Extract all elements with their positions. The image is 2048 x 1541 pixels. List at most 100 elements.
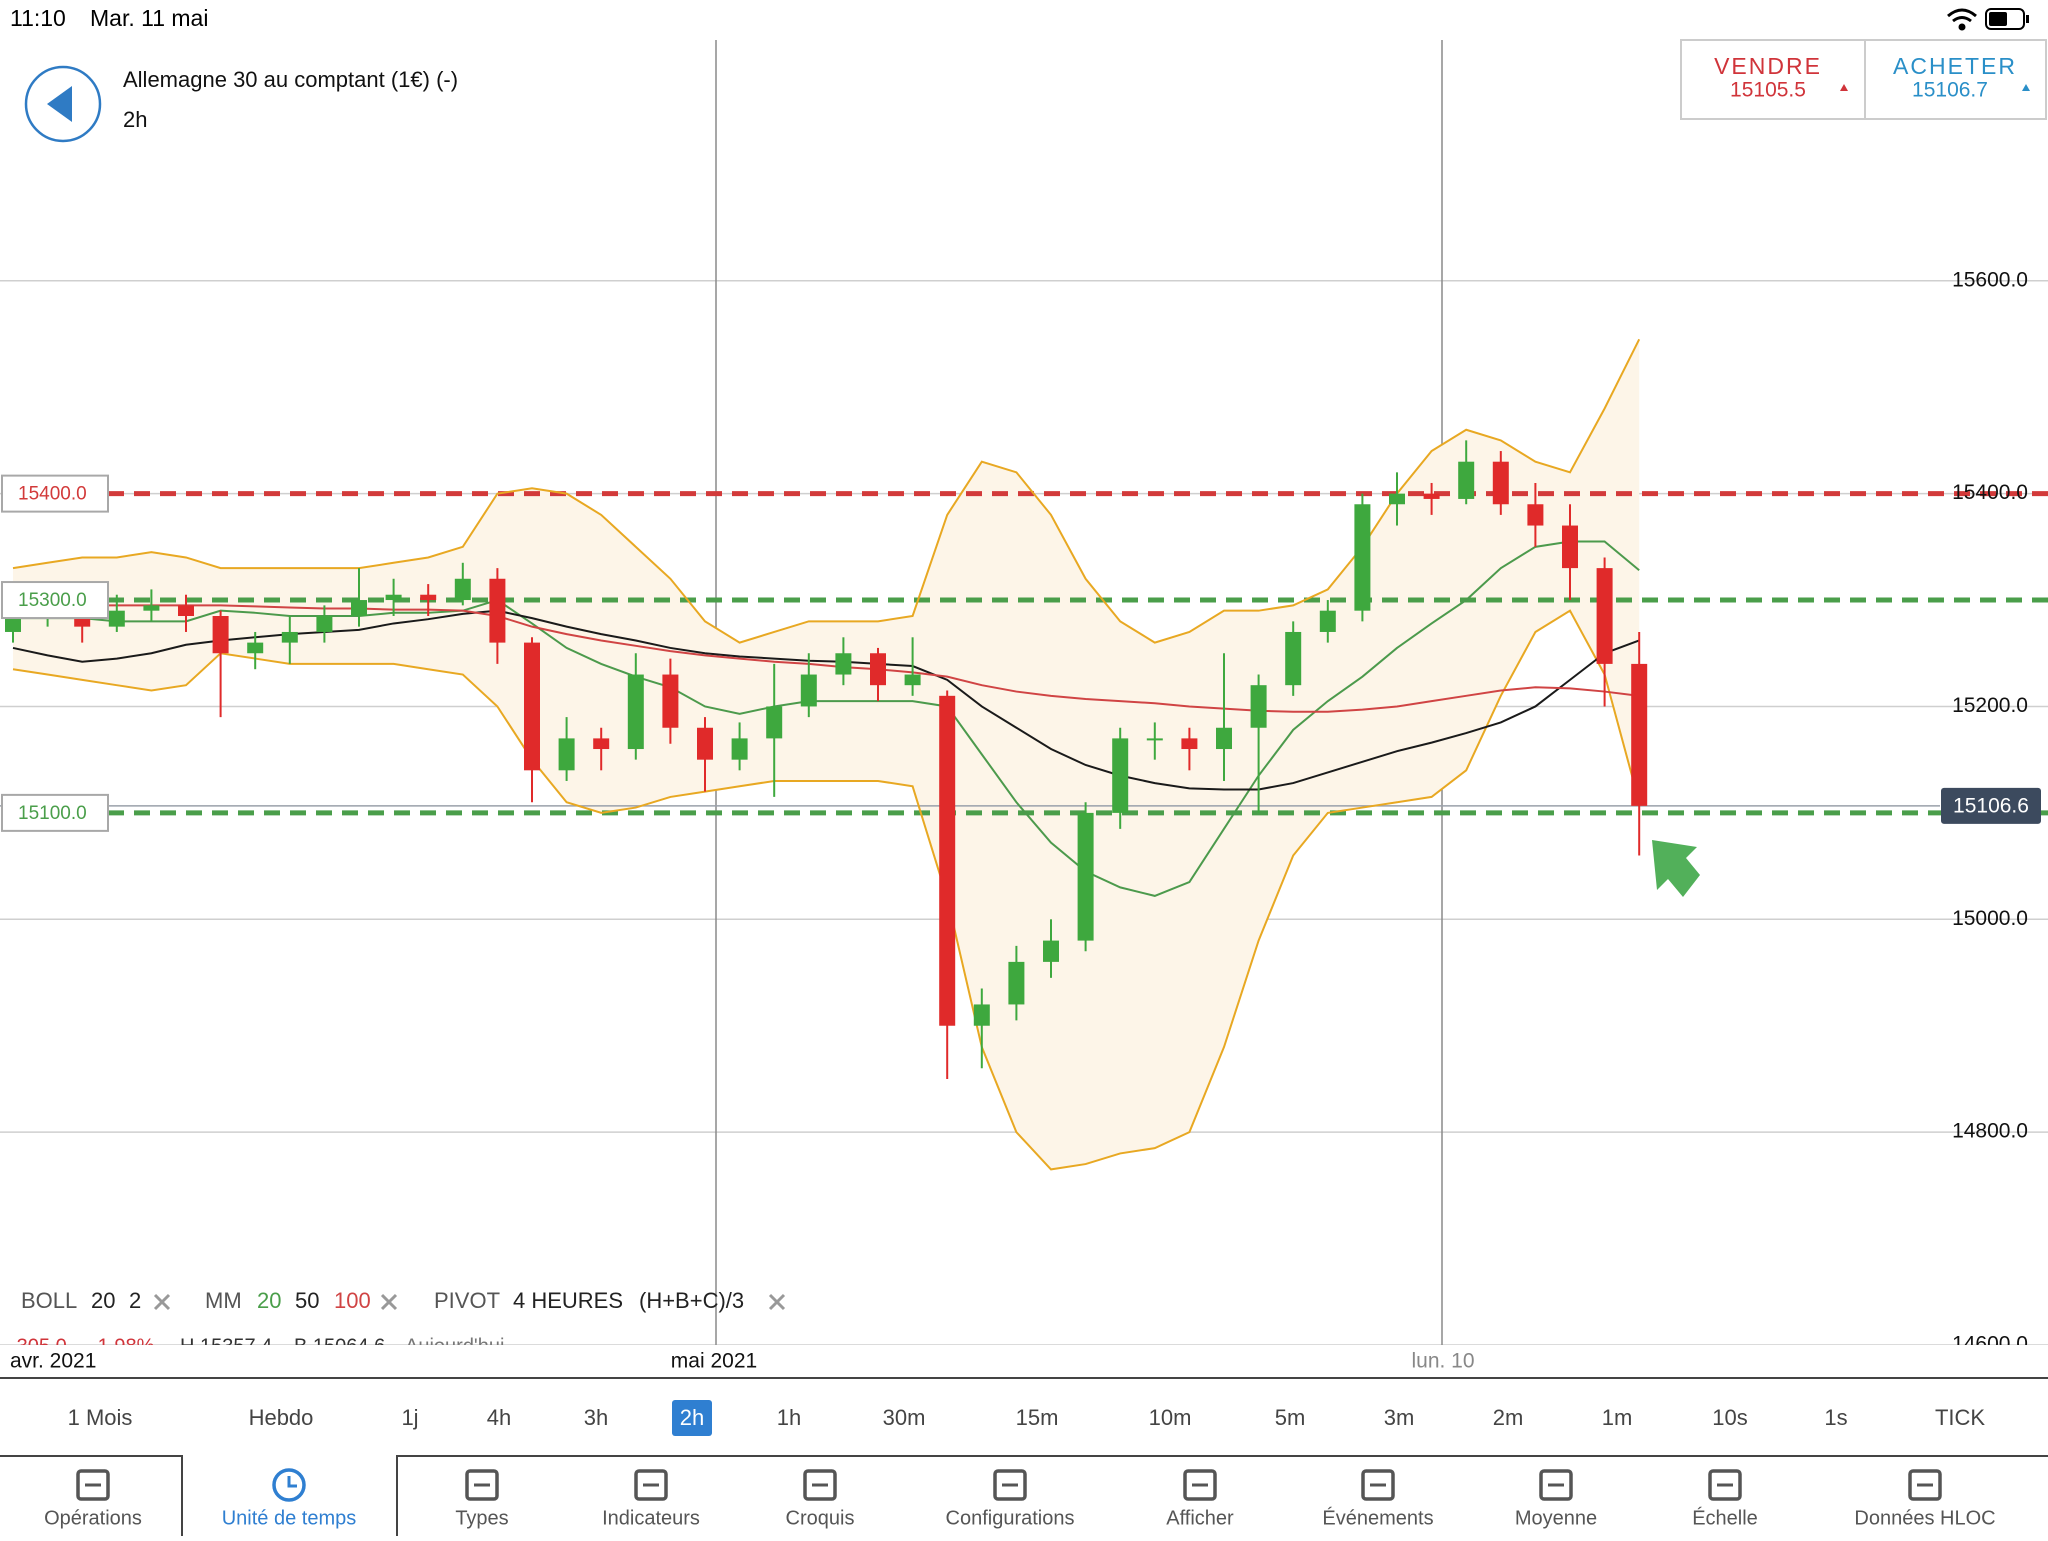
toolbar-button[interactable]: Données HLOC bbox=[1854, 1469, 1996, 1529]
candle-body bbox=[316, 616, 333, 632]
tab-cover bbox=[183, 1455, 396, 1459]
timeframe-label: 10m bbox=[1149, 1405, 1192, 1430]
candle-body bbox=[1250, 685, 1267, 728]
toolbar-button[interactable]: Échelle bbox=[1692, 1469, 1758, 1529]
toolbar-button[interactable]: Configurations bbox=[946, 1469, 1075, 1529]
sell-label: VENDRE bbox=[1714, 53, 1822, 79]
timeframe-label: 15m bbox=[1016, 1405, 1059, 1430]
toolbar-icon bbox=[272, 1468, 306, 1502]
candle-body bbox=[212, 616, 229, 654]
timeframe-label: 2h bbox=[680, 1405, 704, 1430]
wifi-icon bbox=[1947, 8, 1977, 31]
y-tick-label: 14600.0 bbox=[1952, 1333, 2028, 1356]
timeframe-button[interactable]: 10s bbox=[1712, 1405, 1747, 1430]
timeframe-button[interactable]: TICK bbox=[1935, 1405, 1985, 1430]
x-axis-label: mai 2021 bbox=[671, 1350, 757, 1373]
timeframe-button[interactable]: 5m bbox=[1275, 1405, 1306, 1430]
candle-body bbox=[835, 653, 852, 675]
candle-body bbox=[1562, 525, 1578, 569]
timeframe-button[interactable]: 2h bbox=[672, 1400, 712, 1436]
timeframe-button[interactable]: 1m bbox=[1602, 1405, 1633, 1430]
remove-indicator[interactable] bbox=[153, 1293, 171, 1311]
toolbar-label: Types bbox=[455, 1507, 508, 1529]
timeframe-label: TICK bbox=[1935, 1405, 1985, 1430]
indicator-legend: 20 bbox=[91, 1288, 115, 1313]
candle-body bbox=[143, 605, 160, 611]
back-button[interactable] bbox=[24, 65, 102, 143]
candle-body bbox=[697, 727, 713, 760]
indicator-legend: 100 bbox=[334, 1288, 371, 1313]
y-tick-label: 15200.0 bbox=[1952, 694, 2028, 717]
candle-body bbox=[1492, 461, 1509, 505]
toolbar-icon bbox=[1361, 1469, 1395, 1501]
timeframe-button[interactable]: Hebdo bbox=[249, 1405, 314, 1430]
buy-button[interactable]: ACHETER 15106.7 bbox=[1893, 53, 2030, 102]
toolbar-label: Moyenne bbox=[1515, 1507, 1597, 1529]
toolbar-icon bbox=[1708, 1469, 1742, 1501]
buy-price: 15106.7 bbox=[1912, 79, 1988, 102]
toolbar-button[interactable]: Types bbox=[455, 1469, 509, 1529]
chart: 15400.0 15300.0 15100.0 14600.0 14800.0 15000… bbox=[0, 40, 2048, 1357]
candle-body bbox=[1008, 961, 1025, 1005]
timeframe-button[interactable]: 3h bbox=[584, 1405, 608, 1430]
toolbar-button[interactable]: Croquis bbox=[786, 1469, 855, 1529]
y-tick-label: 14800.0 bbox=[1952, 1120, 2028, 1143]
toolbar-button[interactable]: Unité de temps bbox=[181, 1455, 398, 1536]
candle-body bbox=[731, 738, 748, 760]
timeframe-label: 5m bbox=[1275, 1405, 1306, 1430]
remove-indicator[interactable] bbox=[380, 1293, 398, 1311]
timeframe-label: 4h bbox=[487, 1405, 511, 1430]
timeframe-button[interactable]: 15m bbox=[1016, 1405, 1059, 1430]
toolbar-button[interactable]: Afficher bbox=[1166, 1469, 1234, 1529]
toolbar-label: Configurations bbox=[946, 1507, 1075, 1529]
candle-body bbox=[870, 653, 886, 686]
timeframe-button[interactable]: 2m bbox=[1493, 1405, 1524, 1430]
timeframe-bar: 1 Mois Hebdo 1j 4h 3h 2h 1h 30m 15m 10m 5m 3m 2m 1m 10… bbox=[68, 1400, 1985, 1436]
toolbar-label: Événements bbox=[1322, 1506, 1433, 1529]
timeframe-button[interactable]: 4h bbox=[487, 1405, 511, 1430]
stat: B 15064.6 bbox=[294, 1335, 385, 1357]
toolbar-button[interactable]: Indicateurs bbox=[602, 1469, 700, 1529]
toolbar-icon bbox=[1539, 1469, 1573, 1501]
candle-body bbox=[1527, 504, 1544, 526]
toolbar-button[interactable]: Événements bbox=[1322, 1469, 1434, 1529]
candle-body bbox=[1354, 504, 1371, 611]
toolbar-label: Échelle bbox=[1692, 1506, 1758, 1529]
level-label-box bbox=[1, 793, 109, 832]
toolbar-button[interactable]: Moyenne bbox=[1515, 1469, 1597, 1529]
timeframe-label: 1m bbox=[1602, 1405, 1633, 1430]
sell-button[interactable]: VENDRE 15105.5 bbox=[1714, 53, 1848, 102]
toolbar-icon bbox=[634, 1469, 668, 1501]
timeframe-button[interactable]: 1s bbox=[1824, 1405, 1847, 1430]
level-label: 15300.0 bbox=[18, 590, 87, 611]
timeframe-button[interactable]: 1j bbox=[401, 1405, 418, 1430]
timeframe-button[interactable]: 1h bbox=[777, 1405, 801, 1430]
battery-icon bbox=[1985, 8, 2029, 30]
candle-body bbox=[1285, 631, 1302, 686]
candle-body bbox=[1631, 663, 1648, 806]
candle-body bbox=[904, 674, 921, 686]
remove-indicator[interactable] bbox=[768, 1293, 786, 1311]
stat: H 15357.4 bbox=[180, 1335, 272, 1357]
toolbar: Opérations Unité de temps Types Indicateurs… bbox=[44, 1455, 1996, 1536]
toolbar-icon bbox=[1908, 1469, 1942, 1501]
x-stroke bbox=[380, 1293, 398, 1311]
timeframe-button[interactable]: 10m bbox=[1149, 1405, 1192, 1430]
timeframe-label: 1s bbox=[1824, 1405, 1847, 1430]
candle-body bbox=[420, 594, 437, 601]
candle-body bbox=[627, 674, 644, 750]
timeframe-button[interactable]: 3m bbox=[1384, 1405, 1415, 1430]
candle-body bbox=[281, 631, 298, 643]
toolbar-label: Afficher bbox=[1166, 1507, 1234, 1529]
toolbar-button[interactable]: Opérations bbox=[44, 1469, 142, 1529]
last-price-label: 15106.6 bbox=[1953, 794, 2029, 817]
candle-body bbox=[1112, 738, 1129, 813]
indicator-legend: (H+B+C)/3 bbox=[639, 1288, 744, 1313]
indicator-legend: MM bbox=[205, 1288, 242, 1313]
candle-body bbox=[939, 695, 956, 1026]
timeframe-label: 30m bbox=[883, 1405, 926, 1430]
timeframe-button[interactable]: 1 Mois bbox=[68, 1405, 133, 1430]
timeframe-button[interactable]: 30m bbox=[883, 1405, 926, 1430]
candle-body bbox=[1458, 461, 1475, 499]
